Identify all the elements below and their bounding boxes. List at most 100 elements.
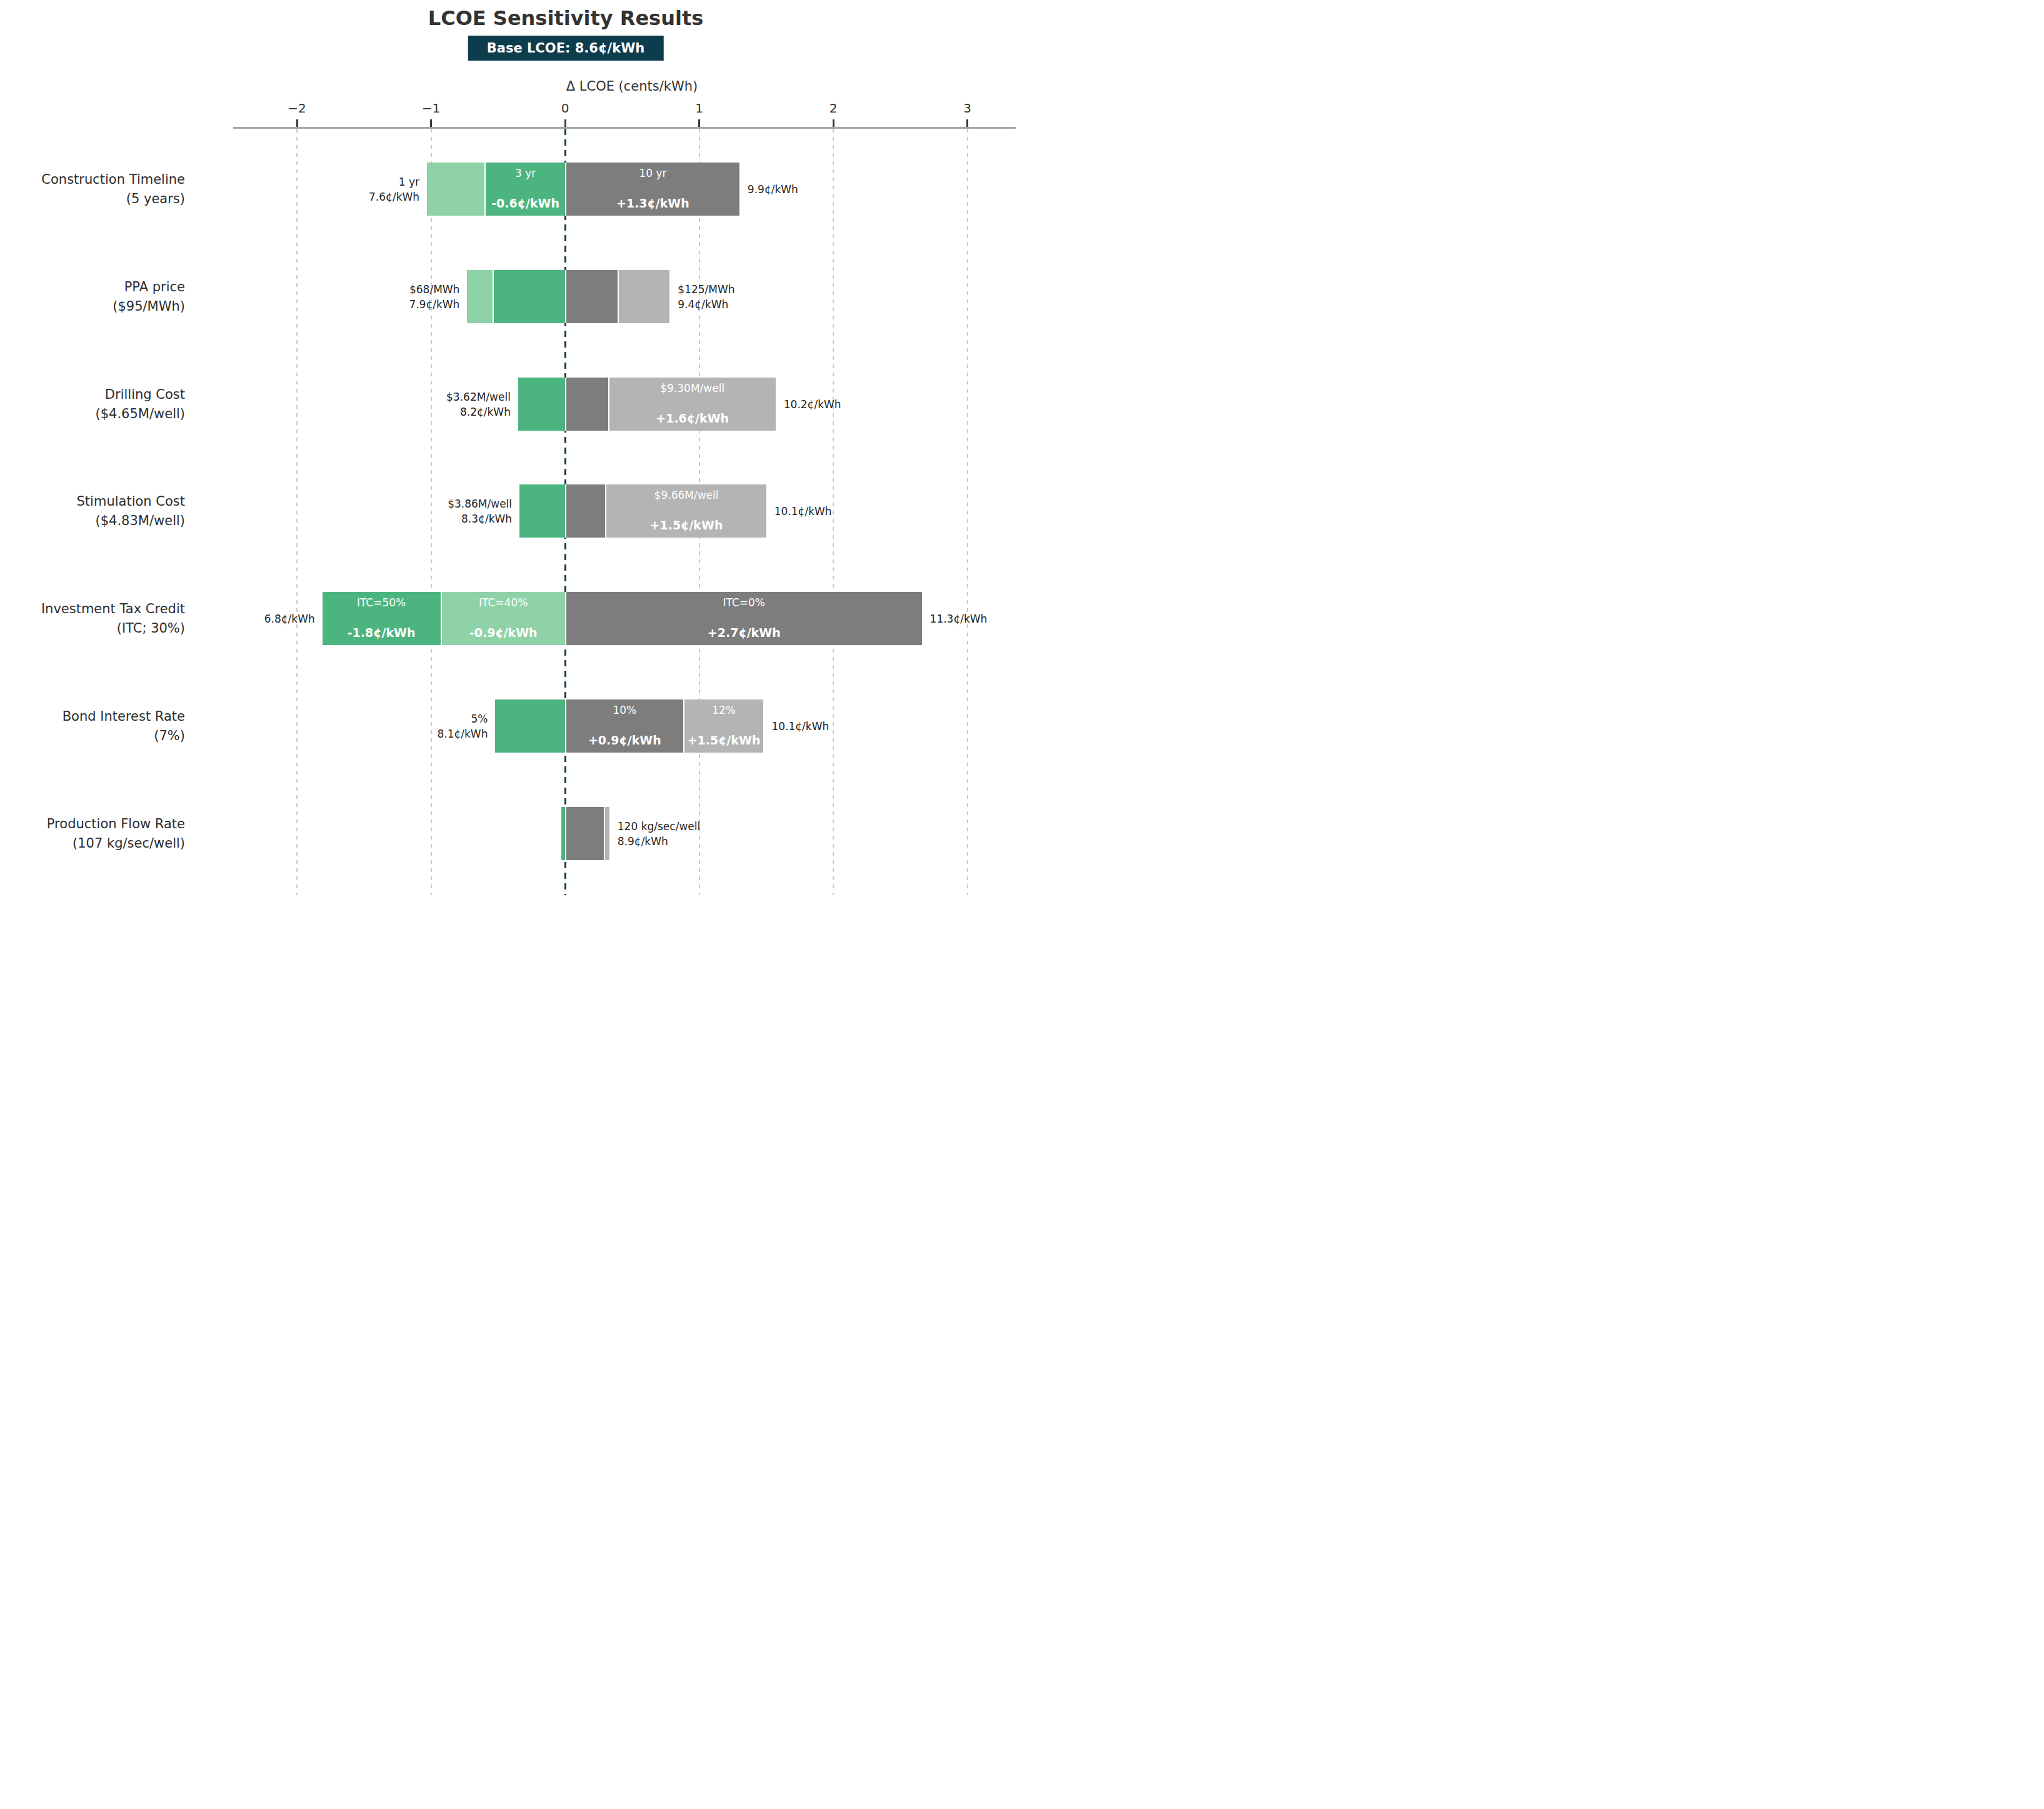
right-annotation: 11.3¢/kWh bbox=[930, 611, 988, 626]
segment-delta-label: +1.5¢/kWh bbox=[650, 518, 723, 532]
right-annotation-line: 8.9¢/kWh bbox=[618, 834, 700, 849]
row-label-line: PPA price bbox=[0, 278, 185, 297]
bar-segment bbox=[565, 807, 604, 860]
right-annotation-line: 11.3¢/kWh bbox=[930, 611, 988, 626]
row-label: PPA price($95/MWh) bbox=[0, 278, 185, 316]
left-annotation: 5%8.1¢/kWh bbox=[338, 711, 488, 741]
axis-tick-label: 2 bbox=[829, 101, 838, 116]
segment-scenario-label: ITC=40% bbox=[479, 596, 528, 609]
bar-segment bbox=[519, 484, 565, 538]
right-annotation-line: 10.1¢/kWh bbox=[774, 504, 832, 519]
x-axis-title: Δ LCOE (cents/kWh) bbox=[566, 79, 698, 94]
right-annotation-line: 9.4¢/kWh bbox=[678, 297, 734, 312]
base-lcoe-badge: Base LCOE: 8.6¢/kWh bbox=[468, 36, 664, 61]
left-annotation-line: 1 yr bbox=[269, 174, 419, 189]
bar-segment bbox=[565, 378, 608, 431]
row-label-line: Drilling Cost bbox=[0, 385, 185, 404]
segment-scenario-label: 10 yr bbox=[639, 167, 666, 179]
segment-scenario-label: 10% bbox=[613, 704, 636, 716]
right-annotation: 10.2¢/kWh bbox=[784, 397, 841, 412]
segment-delta-label: +1.6¢/kWh bbox=[656, 411, 729, 425]
row-label-line: Construction Timeline bbox=[0, 170, 185, 189]
segment-scenario-label: $9.66M/well bbox=[654, 489, 719, 501]
bar-segment bbox=[495, 699, 565, 753]
left-annotation-line: $3.86M/well bbox=[362, 496, 512, 511]
left-annotation: $68/MWh7.9¢/kWh bbox=[309, 282, 459, 312]
bar-segment: ITC=0%+2.7¢/kWh bbox=[565, 592, 922, 645]
bar-segment: 10 yr +1.3¢/kWh bbox=[565, 163, 739, 216]
left-annotation-line: $68/MWh bbox=[309, 282, 459, 297]
axis-tick-label: −2 bbox=[288, 101, 306, 116]
row-label-line: Investment Tax Credit bbox=[0, 599, 185, 619]
axis-tick-mark bbox=[833, 119, 834, 127]
left-annotation-line: 8.3¢/kWh bbox=[362, 511, 512, 526]
row-label-line: (107 kg/sec/well) bbox=[0, 834, 185, 853]
bar-segment bbox=[618, 270, 670, 323]
row-label: Bond Interest Rate(7%) bbox=[0, 707, 185, 746]
right-annotation-line: 10.2¢/kWh bbox=[784, 397, 841, 412]
right-annotation-line: 10.1¢/kWh bbox=[771, 719, 829, 734]
x-axis-line bbox=[233, 127, 1016, 129]
axis-tick-label: 0 bbox=[561, 101, 569, 116]
left-annotation-line: 6.8¢/kWh bbox=[165, 611, 315, 626]
right-annotation-line: 120 kg/sec/well bbox=[618, 819, 700, 834]
gridline bbox=[833, 129, 834, 895]
bar-segment bbox=[427, 163, 484, 216]
segment-delta-label: -1.8¢/kWh bbox=[348, 626, 416, 639]
bar-segment bbox=[604, 807, 609, 860]
left-annotation-line: 5% bbox=[338, 711, 488, 726]
gridline bbox=[967, 129, 968, 895]
left-annotation-line: 7.6¢/kWh bbox=[269, 189, 419, 204]
left-annotation: $3.62M/well8.2¢/kWh bbox=[361, 389, 511, 419]
segment-delta-label: +1.5¢/kWh bbox=[688, 733, 761, 747]
axis-tick-mark bbox=[296, 119, 298, 127]
bar-segment: $9.66M/well +1.5¢/kWh bbox=[605, 484, 766, 538]
row-label-line: ($4.83M/well) bbox=[0, 511, 185, 531]
row-label-line: Stimulation Cost bbox=[0, 492, 185, 511]
row-label: Drilling Cost($4.65M/well) bbox=[0, 385, 185, 424]
segment-scenario-label: ITC=50% bbox=[357, 596, 406, 609]
bar-segment: 10% +0.9¢/kWh bbox=[565, 699, 683, 753]
bar-segment bbox=[565, 484, 605, 538]
left-annotation-line: 7.9¢/kWh bbox=[309, 297, 459, 312]
bar-segment: ITC=40% -0.9¢/kWh bbox=[441, 592, 565, 645]
gridline bbox=[296, 129, 298, 895]
row-label-line: ($4.65M/well) bbox=[0, 404, 185, 424]
segment-delta-label: -0.6¢/kWh bbox=[491, 196, 559, 210]
axis-tick-mark bbox=[698, 119, 700, 127]
axis-tick-label: −1 bbox=[422, 101, 440, 116]
row-label: Investment Tax Credit(ITC; 30%) bbox=[0, 599, 185, 638]
bar-segment: $9.30M/well +1.6¢/kWh bbox=[608, 378, 776, 431]
bar-segment bbox=[518, 378, 565, 431]
left-annotation: 6.8¢/kWh bbox=[165, 611, 315, 626]
right-annotation: 9.9¢/kWh bbox=[748, 182, 798, 197]
segment-delta-label: +1.3¢/kWh bbox=[616, 196, 689, 210]
segment-delta-label: -0.9¢/kWh bbox=[469, 626, 538, 639]
right-annotation-line: $125/MWh bbox=[678, 282, 734, 297]
segment-delta-label: +0.9¢/kWh bbox=[588, 733, 661, 747]
axis-tick-mark bbox=[564, 119, 566, 127]
segment-scenario-label: ITC=0% bbox=[723, 596, 766, 609]
lcoe-sensitivity-chart: LCOE Sensitivity Results Base LCOE: 8.6¢… bbox=[0, 0, 1022, 904]
axis-tick-label: 1 bbox=[695, 101, 703, 116]
bar-segment bbox=[565, 270, 618, 323]
row-label-line: Bond Interest Rate bbox=[0, 707, 185, 726]
left-annotation: $3.86M/well8.3¢/kWh bbox=[362, 496, 512, 526]
right-annotation-line: 9.9¢/kWh bbox=[748, 182, 798, 197]
axis-tick-label: 3 bbox=[963, 101, 971, 116]
right-annotation: 10.1¢/kWh bbox=[771, 719, 829, 734]
axis-tick-mark bbox=[966, 119, 968, 127]
row-label: Stimulation Cost($4.83M/well) bbox=[0, 492, 185, 531]
segment-scenario-label: 3 yr bbox=[515, 167, 536, 179]
row-label-line: ($95/MWh) bbox=[0, 297, 185, 316]
segment-scenario-label: $9.30M/well bbox=[660, 382, 724, 394]
left-annotation-line: 8.2¢/kWh bbox=[361, 404, 511, 419]
row-label-line: (7%) bbox=[0, 726, 185, 746]
left-annotation: 1 yr7.6¢/kWh bbox=[269, 174, 419, 204]
right-annotation: 120 kg/sec/well8.9¢/kWh bbox=[618, 819, 700, 849]
bar-segment bbox=[467, 270, 493, 323]
row-label: Construction Timeline(5 years) bbox=[0, 170, 185, 209]
right-annotation: $125/MWh9.4¢/kWh bbox=[678, 282, 734, 312]
right-annotation: 10.1¢/kWh bbox=[774, 504, 832, 519]
left-annotation-line: 8.1¢/kWh bbox=[338, 726, 488, 741]
